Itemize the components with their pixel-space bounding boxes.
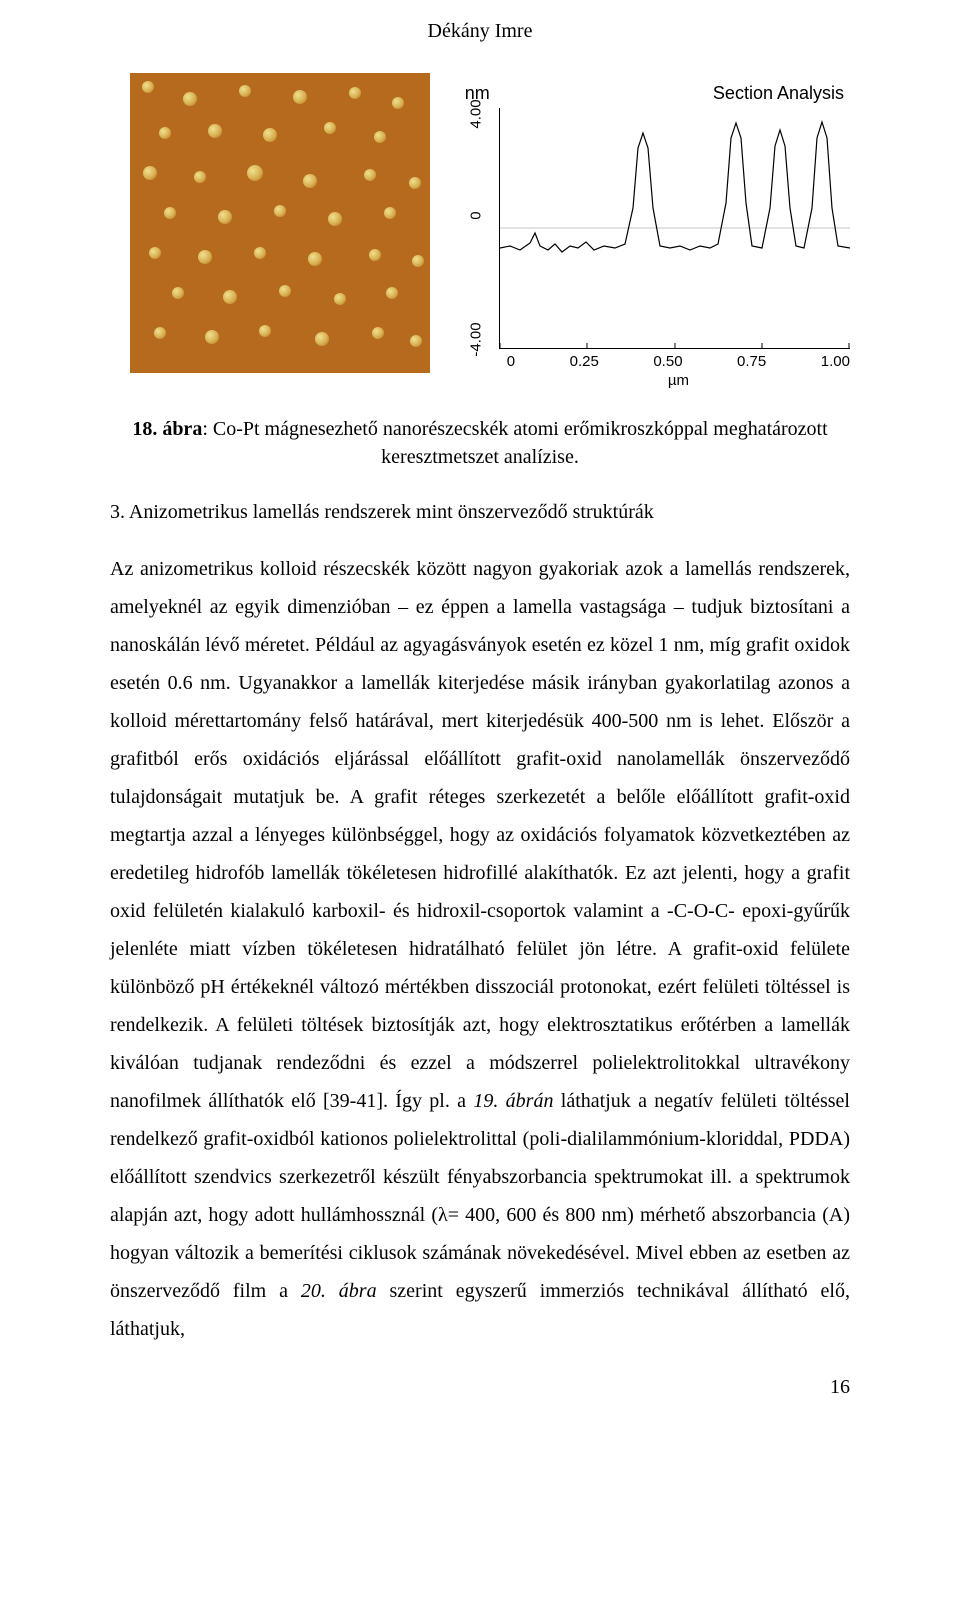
afm-dot [172,287,184,299]
afm-dot [149,247,161,259]
afm-dot [349,87,361,99]
afm-dot [409,177,421,189]
afm-dot [328,212,342,226]
afm-dot [263,128,277,142]
afm-dot [223,290,237,304]
x-tick-label: 0.75 [737,353,766,370]
author-name: Dékány Imre [110,20,850,43]
afm-dot [334,293,346,305]
line-chart-svg [499,108,850,349]
afm-dot [293,90,307,104]
afm-dot [159,127,171,139]
profile-line [500,122,850,252]
afm-dot [208,124,222,138]
x-tick-label: 0.50 [653,353,682,370]
figure-18-caption: 18. ábra: Co-Pt mágnesezhető nanorészecs… [110,415,850,471]
caption-text: : Co-Pt mágnesezhető nanorészecskék atom… [202,418,827,468]
afm-dot [369,249,381,261]
afm-dot [198,250,212,264]
body-text-1: Az anizometrikus kolloid részecskék közö… [110,558,850,1112]
x-tick-label: 0 [507,353,515,370]
x-axis-labels: 0 0.25 0.50 0.75 1.00 [459,349,850,370]
page-number: 16 [110,1376,850,1399]
chart-plot-area: 4.00 0 -4.00 [459,108,850,349]
chart-header: nm Section Analysis [459,83,850,108]
afm-dot [303,174,317,188]
fig-19-ref: 19. ábrán [473,1090,553,1112]
body-text-2: láthatjuk a negatív felületi töltéssel r… [110,1090,850,1302]
afm-dot [194,171,206,183]
section-heading: 3. Anizometrikus lamellás rendszerek min… [110,501,850,524]
y-axis: 4.00 0 -4.00 [459,108,499,348]
y-tick-top: 4.00 [467,99,484,133]
afm-dot [143,166,157,180]
afm-dot [218,210,232,224]
y-tick-bot: -4.00 [467,322,484,356]
fig-20-ref: 20. ábra [301,1280,377,1302]
section-number: 3. [110,501,125,523]
afm-microscopy-image [130,73,430,373]
x-tick-label: 0.25 [570,353,599,370]
afm-dot [364,169,376,181]
afm-dot [374,131,386,143]
afm-dot [239,85,251,97]
afm-dot [142,81,154,93]
section-title: Anizometrikus lamellás rendszerek mint ö… [129,501,654,523]
page: Dékány Imre nm Section Analysis 4.00 0 -… [0,0,960,1439]
body-paragraph: Az anizometrikus kolloid részecskék közö… [110,550,850,1348]
afm-dot [384,207,396,219]
afm-dot [259,325,271,337]
afm-dot [315,332,329,346]
afm-dot [154,327,166,339]
afm-dot [205,330,219,344]
afm-dot [410,335,422,347]
afm-dot [308,252,322,266]
afm-dot [164,207,176,219]
afm-dot [247,165,263,181]
x-tick-label: 1.00 [821,353,850,370]
afm-dot [372,327,384,339]
y-tick-mid: 0 [467,211,484,245]
figure-18: nm Section Analysis 4.00 0 -4.00 [110,73,850,389]
afm-dot [386,287,398,299]
afm-dot [274,205,286,217]
section-analysis-chart: nm Section Analysis 4.00 0 -4.00 [449,73,850,389]
afm-dot [183,92,197,106]
afm-dot [279,285,291,297]
afm-dot [392,97,404,109]
afm-dot [324,122,336,134]
chart-title: Section Analysis [713,83,844,104]
caption-number: 18. ábra [132,418,202,440]
afm-dot [254,247,266,259]
afm-dot [412,255,424,267]
afm-image-block [110,73,449,373]
x-unit-label: µm [459,372,850,389]
